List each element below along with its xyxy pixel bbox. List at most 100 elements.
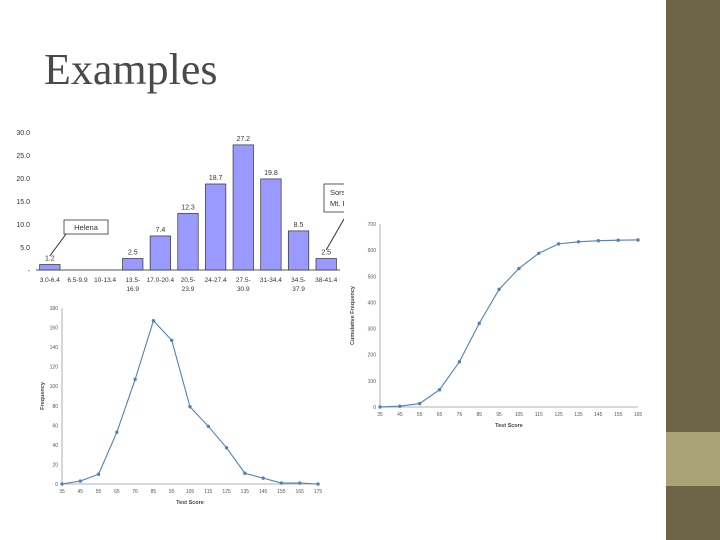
data-point [60,482,64,486]
x-tick-label: 31-34.4 [260,277,282,284]
data-label: 12.3 [181,204,195,211]
x-tick-label: 165 [634,412,643,418]
sidebar-accent-block [666,432,720,486]
annotation-province: Mt. Province [330,199,344,208]
data-point [417,401,422,406]
y-tick-label: 15.0 [16,199,30,206]
data-point [261,476,265,480]
y-tick-label: 40 [52,443,58,449]
y-axis-label: Cumulative Frequency [350,285,356,345]
bar [122,258,144,271]
y-tick-label: 100 [50,384,59,390]
x-tick-label: 3.0-6.4 [40,277,61,284]
x-tick-label: 105 [515,412,524,418]
annotation-sorsogon: Sorsogon & [330,188,344,197]
data-point [636,238,640,242]
y-tick-label: 5.0 [20,245,30,252]
x-tick-label: 145 [259,489,268,495]
annotation-arrow [49,233,67,257]
x-tick-label: 30.9 [237,286,250,293]
frequency-chart-svg: 0 20 40 60 80 100 120 140 160 180 35 45 55 65 76 85 95 10… [40,306,323,506]
data-point [170,338,174,342]
y-tick-label: 80 [52,404,58,410]
bar [315,258,337,271]
x-tick-label: 16.9 [126,286,139,293]
y-tick-label: 100 [368,379,377,385]
x-tick-label: 23.9 [182,286,195,293]
x-tick-label: 85 [476,412,482,418]
annotation-helena: Helena [74,223,99,232]
x-tick-label: 35 [377,412,383,418]
data-point [279,481,284,485]
x-tick-label: 13.5- [125,277,140,284]
y-tick-label: 0 [373,405,376,411]
annotation-box [323,183,344,213]
bar [260,178,282,271]
x-tick-label: 155 [614,412,623,418]
data-point [298,481,302,485]
data-point [133,377,137,382]
x-tick-label: 35 [59,489,65,495]
y-tick-label: 120 [50,365,59,371]
series-line [61,319,319,485]
x-tick-label: 115 [204,489,212,495]
cumulative-chart-svg: 0 100 200 300 400 500 600 700 35 45 55 65 76 85 95 105 1… [350,222,643,429]
data-label: 1.2 [45,255,55,262]
x-tick-label: 115 [535,412,543,418]
x-tick-label: 85 [151,489,157,495]
x-tick-label: 65 [114,489,120,495]
data-label: 8.5 [294,222,304,229]
x-tick-label: 6.5-9.9 [67,277,88,284]
y-tick-label: 500 [368,274,377,280]
data-point [616,238,620,242]
y-tick-label: 200 [368,353,377,359]
x-tick-label: 45 [78,489,84,495]
y-tick-label: 0 [55,482,58,488]
data-point [224,446,229,450]
x-tick-label: 105 [186,489,195,495]
data-point [556,242,561,246]
data-point [243,471,247,475]
x-tick-label: 24-27.4 [205,277,227,284]
y-tick-label: 10.0 [16,222,30,229]
x-tick-label: 95 [169,489,175,495]
y-tick-label: 300 [368,327,377,333]
data-point [437,388,442,392]
x-axis-label: Test Score [495,423,523,429]
x-tick-label: 45 [397,412,403,418]
x-axis-label: Test Score [176,500,204,506]
y-tick-label: 700 [368,222,377,228]
y-tick-label: 20.0 [16,176,30,183]
x-tick-label: 65 [437,412,443,418]
bar [232,144,254,271]
data-label: 18.7 [209,175,223,182]
data-point [576,240,581,244]
x-tick-label: 155 [277,489,286,495]
data-point [457,360,462,364]
cumulative-chart: 0 100 200 300 400 500 600 700 35 45 55 65 76 85 95 105 1… [348,214,648,436]
series-line [379,239,639,408]
data-point [398,404,402,408]
x-tick-label: 125 [554,412,563,418]
data-label: 19.8 [264,170,278,177]
x-tick-label: 10-13.4 [94,277,116,284]
data-point [537,251,541,255]
annotation-box [63,219,109,235]
x-tick-label: 38-41.4 [315,277,337,284]
y-tick-label: 25.0 [16,153,30,160]
x-tick-label: 175 [314,489,323,495]
y-tick-label: 180 [50,306,59,312]
y-tick-label: 160 [50,326,59,332]
y-tick-label: - [28,268,31,275]
data-label: 27.2 [236,136,250,143]
y-tick-label: 20 [52,462,58,468]
x-tick-label: 55 [96,489,102,495]
data-point [378,405,382,409]
data-point [316,482,320,486]
x-tick-label: 76 [132,489,138,495]
x-tick-label: 37.9 [292,286,305,293]
y-tick-label: 60 [52,423,58,429]
data-label: 2.5 [128,250,138,257]
data-point [477,321,481,326]
x-tick-label: 17.0-20.4 [147,277,175,284]
